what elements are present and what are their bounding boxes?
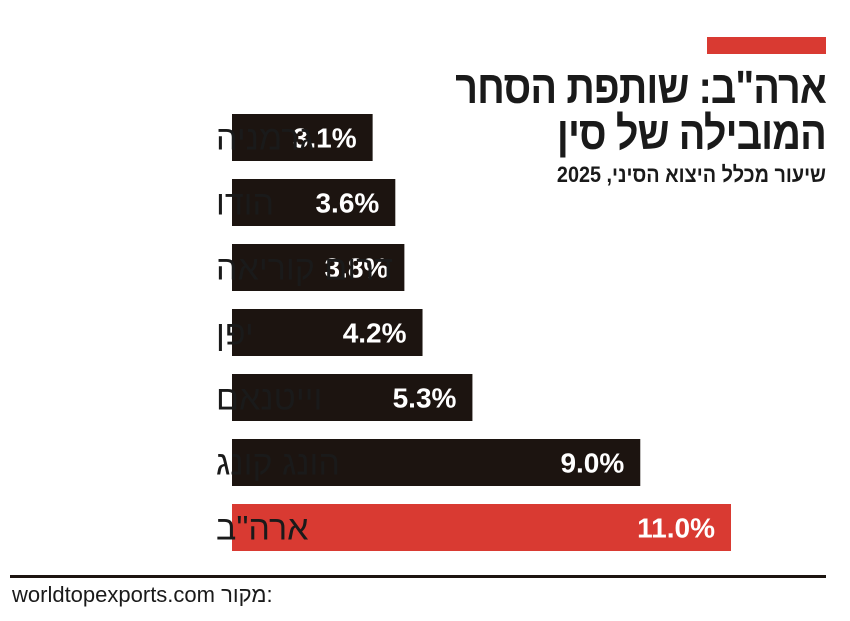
category-label-5: הונג קונג (216, 445, 340, 483)
value-label-1: 3.6% (315, 188, 379, 219)
chart-subtitle: שיעור מכלל היצוא הסיני, 2025 (556, 162, 826, 187)
category-label-1: הודו (216, 185, 274, 223)
bar-5 (232, 439, 641, 486)
category-label-4: וייטנאם (216, 380, 322, 418)
bar-2 (232, 244, 405, 291)
category-label-0: גרמניה (216, 120, 314, 158)
category-label-3: יפן (216, 315, 254, 353)
value-label-6: 11.0% (637, 513, 715, 544)
bar-6 (232, 504, 731, 551)
chart-title: ארה"ב: שותפת הסחר המובילה של סין (310, 61, 827, 159)
chart-title-line-1: ארה"ב: שותפת הסחר (455, 61, 827, 113)
category-label-6: ארה"ב (216, 510, 308, 548)
chart-header: ארה"ב: שותפת הסחר המובילה של סין שיעור מ… (226, 61, 827, 188)
bar-3 (232, 309, 423, 356)
bar-4 (232, 374, 473, 421)
source-line: worldtopexports.com מקור: (12, 582, 273, 608)
value-label-3: 4.2% (343, 318, 407, 349)
value-label-4: 5.3% (393, 383, 457, 414)
value-label-0: 3.1% (293, 123, 357, 154)
chart-title-line-2: המובילה של סין (556, 107, 827, 159)
source-value: worldtopexports.com (12, 582, 215, 607)
bar-1 (232, 179, 396, 226)
value-label-2: 3.8% (325, 253, 389, 284)
category-label-2: דרום קוריאה (216, 250, 393, 288)
accent-bar (707, 37, 826, 54)
bar-0 (232, 114, 373, 161)
source-label: מקור: (221, 582, 273, 607)
footer-rule (10, 575, 826, 578)
value-label-5: 9.0% (560, 448, 624, 479)
